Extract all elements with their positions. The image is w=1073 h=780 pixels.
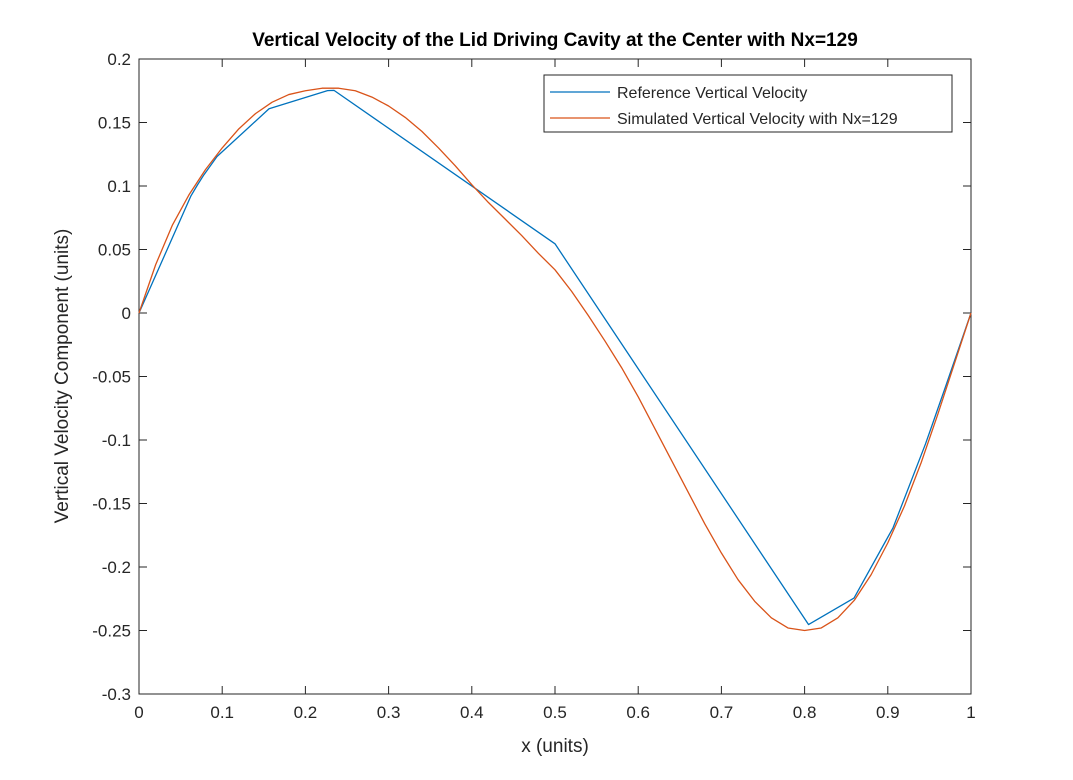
series-line-reference xyxy=(138,89,972,626)
x-tick-label: 1 xyxy=(966,703,975,722)
y-tick-label: -0.05 xyxy=(92,368,131,387)
y-tick-label: -0.3 xyxy=(102,685,131,704)
x-tick-label: 0.2 xyxy=(294,703,318,722)
y-tick-label: 0.15 xyxy=(98,114,131,133)
y-tick-label: -0.1 xyxy=(102,431,131,450)
y-tick-label: -0.15 xyxy=(92,495,131,514)
x-tick-label: 0.8 xyxy=(793,703,817,722)
x-axis-label: x (units) xyxy=(521,736,589,757)
x-tick-label: 0.3 xyxy=(377,703,401,722)
x-tick-label: 0 xyxy=(134,703,143,722)
x-tick-label: 0.7 xyxy=(710,703,734,722)
series-line-simulated xyxy=(138,87,972,632)
x-tick-label: 0.4 xyxy=(460,703,484,722)
y-tick-label: 0.05 xyxy=(98,241,131,260)
y-tick-label: 0.1 xyxy=(107,177,131,196)
y-tick-label: -0.25 xyxy=(92,622,131,641)
plot-area: 0 0.1 0.2 0.3 0.4 0.5 0.6 0.7 0.8 0.9 1 -0.3 -0.25 -0… xyxy=(92,50,975,722)
x-tick-label: 0.1 xyxy=(210,703,234,722)
y-tick-label: 0.2 xyxy=(107,50,131,69)
legend-entry-label: Reference Vertical Velocity xyxy=(617,85,807,102)
legend-box xyxy=(543,74,953,133)
x-tick-label: 0.6 xyxy=(626,703,650,722)
axes-box xyxy=(138,58,972,695)
y-tick-label: 0 xyxy=(122,304,131,323)
legend-entry-label: Simulated Vertical Velocity with Nx=129 xyxy=(617,111,898,128)
legend: Reference Vertical Velocity Simulated Ver… xyxy=(543,74,953,133)
y-axis-label: Vertical Velocity Component (units) xyxy=(52,229,73,524)
y-tick-label: -0.2 xyxy=(102,558,131,577)
x-tick-label: 0.9 xyxy=(876,703,900,722)
chart-title: Vertical Velocity of the Lid Driving Cav… xyxy=(252,30,858,51)
x-tick-label: 0.5 xyxy=(543,703,567,722)
